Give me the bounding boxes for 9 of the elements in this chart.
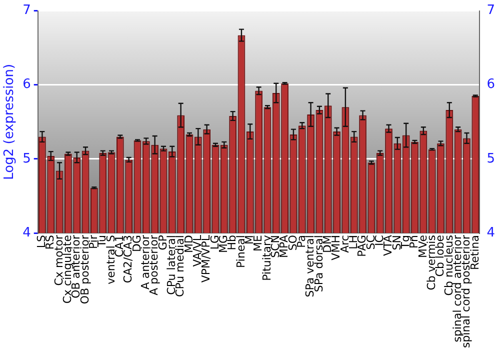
y-axis-title: Log2 (expression) [2,64,18,180]
y-tick-label: 5 [22,151,31,166]
y2-tick-label: 6 [486,77,496,92]
y2-tick-label: 7 [486,3,496,18]
y-tick-label: 4 [22,225,31,240]
y2-tick-label: 5 [486,151,496,166]
y-tick-label: 7 [22,3,31,18]
y2-tick-label: 4 [486,225,496,240]
y-tick-label: 6 [22,77,31,92]
